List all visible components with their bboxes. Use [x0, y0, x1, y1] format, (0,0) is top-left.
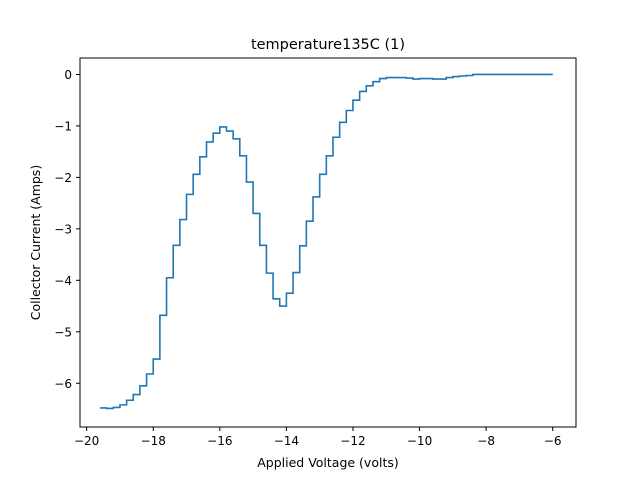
x-tick-label: −18: [141, 434, 166, 448]
chart-title: temperature135C (1): [251, 37, 405, 53]
y-axis-label: Collector Current (Amps): [28, 165, 43, 320]
x-tick-label: −20: [74, 434, 99, 448]
x-tick-label: −12: [340, 434, 365, 448]
y-tick-label: −2: [54, 171, 72, 185]
y-tick-label: −4: [54, 274, 72, 288]
y-tick-label: 0: [64, 68, 72, 82]
y-tick-label: −3: [54, 222, 72, 236]
x-tick-label: −10: [407, 434, 432, 448]
x-tick-label: −14: [274, 434, 299, 448]
x-axis-ticks: −20 −18 −16 −14 −12 −10 −8 −6: [74, 427, 562, 448]
y-tick-label: −5: [54, 325, 72, 339]
series-layer: [99, 73, 553, 410]
plot-area: [80, 58, 576, 427]
x-axis-label: Applied Voltage (volts): [257, 455, 399, 470]
series-line: [99, 73, 553, 410]
x-tick-label: −6: [544, 434, 562, 448]
y-tick-label: −1: [54, 119, 72, 133]
y-tick-label: −6: [54, 377, 72, 391]
x-tick-label: −8: [477, 434, 495, 448]
plot-frame: [79, 57, 577, 428]
y-axis-ticks: 0 −1 −2 −3 −4 −5 −6: [54, 68, 80, 391]
x-tick-label: −16: [207, 434, 232, 448]
